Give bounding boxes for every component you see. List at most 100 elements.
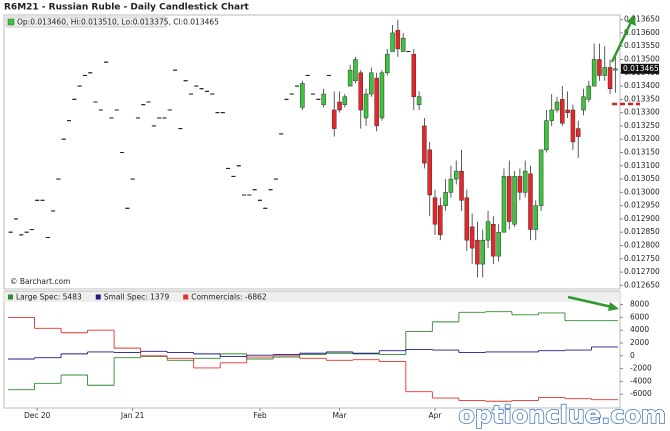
candle-body [549,109,554,121]
x-tick-label: Jan 21 [120,411,145,420]
legend-swatch [183,294,189,300]
candle-body [533,205,539,230]
x-tick-label: Dec 20 [24,411,51,420]
legend-swatch [8,294,13,300]
candle-body [512,176,517,225]
candle-body [438,205,443,236]
candle-body [411,53,417,97]
candle-body [613,68,618,71]
candle-body [453,170,459,180]
candle-body [347,69,353,87]
y-tick-label: 0.012900 [624,214,660,223]
candle-body [597,59,602,76]
candle-body [522,170,528,193]
x-tick-label: Apr [429,411,443,420]
candle-body [554,101,560,111]
candle-body [602,67,607,76]
arrow-down [567,295,613,309]
candle-body [300,83,305,108]
candle-body [538,149,544,206]
y-tick-label: 0.012700 [624,267,660,276]
y-tick-label: 0.013500 [624,55,660,64]
candle-body [422,125,427,164]
y-tick-label: 0.012650 [624,280,660,289]
ohlc-swatch [7,18,15,26]
y-tick-label: 0.013600 [624,28,660,37]
candle-body [432,197,438,225]
ohlc-label: Op:0.013460, Hi:0.013510, Lo:0.013375, C… [17,18,219,27]
candle-body [607,67,613,89]
candle-body [480,239,485,265]
candle-body [448,178,454,193]
y-tick-label: 0.012750 [624,254,660,263]
candle-body [379,72,385,119]
candle-body [469,226,475,249]
candle-body [475,239,480,265]
candle-body [544,120,549,151]
annotations [567,14,640,311]
arrow-up [610,19,634,63]
y-tick-label: 8000 [630,300,649,309]
candle-body [496,231,501,257]
ohlc-legend [5,16,167,28]
candle-body [416,96,422,105]
y-tick-label: 0.013100 [624,161,660,170]
legend-swatch [95,294,101,300]
candle-body [321,93,326,105]
candle-body [570,109,576,143]
chart-title: R6M21 - Russian Ruble - Daily Candlestic… [4,3,250,13]
x-tick-label: Mar [332,411,347,420]
price-panel [3,14,621,290]
candle-body [501,176,507,233]
candle-body [385,53,390,74]
y-tick-label: 0.013150 [624,148,660,157]
candle-body [363,93,369,119]
candle-body [390,32,395,52]
candle-body [528,173,533,230]
y-tick-label: 0.013300 [624,108,660,117]
y-tick-label: 4000 [630,325,649,334]
candle-body [342,96,348,105]
y-tick-label: 0.013000 [624,187,660,196]
y-tick-label: 6000 [630,312,649,321]
arrow-head [627,14,636,26]
x-tick-label: Feb [253,411,267,420]
y-tick-label: 0.013350 [624,94,660,103]
candle-body [485,221,491,241]
y-tick-label: 0.013550 [624,41,660,50]
candle-body [459,170,464,201]
candle-body [358,72,363,111]
candle-body [491,223,496,257]
candle-body [507,176,512,222]
candle-body [581,96,586,111]
candle-body [575,128,581,137]
candle-body [464,197,470,241]
candle-body [565,109,570,113]
legend-label: Large Spec: 5483 [16,293,82,302]
y-tick-label: -6000 [630,389,652,398]
panel-divider [4,289,620,292]
y-tick-label: 0.013650 [624,15,660,24]
y-tick-label: 0.013400 [624,81,660,90]
y-tick-label: 0.013050 [624,174,660,183]
candle-body [443,192,448,206]
last-price-label: 0.013465 [623,64,659,73]
y-tick-label: 0.012850 [624,227,660,236]
candle-body [374,77,379,127]
y-tick-label: 0.013200 [624,134,660,143]
y-tick-label: -2000 [630,364,652,373]
candle-body [560,99,565,124]
candle-body [337,101,342,111]
legend-label: Commercials: -6862 [191,293,267,302]
y-tick-label: 0.012950 [624,201,660,210]
candle-body [591,59,597,87]
y-tick-label: 0 [630,351,635,360]
y-tick-label: 0.013250 [624,121,660,130]
candle-body [400,38,406,52]
candle-body [369,72,374,95]
candle-body [427,149,432,196]
candle-body [353,59,358,82]
legend-label: Small Spec: 1379 [104,293,170,302]
candle-body [331,109,337,129]
